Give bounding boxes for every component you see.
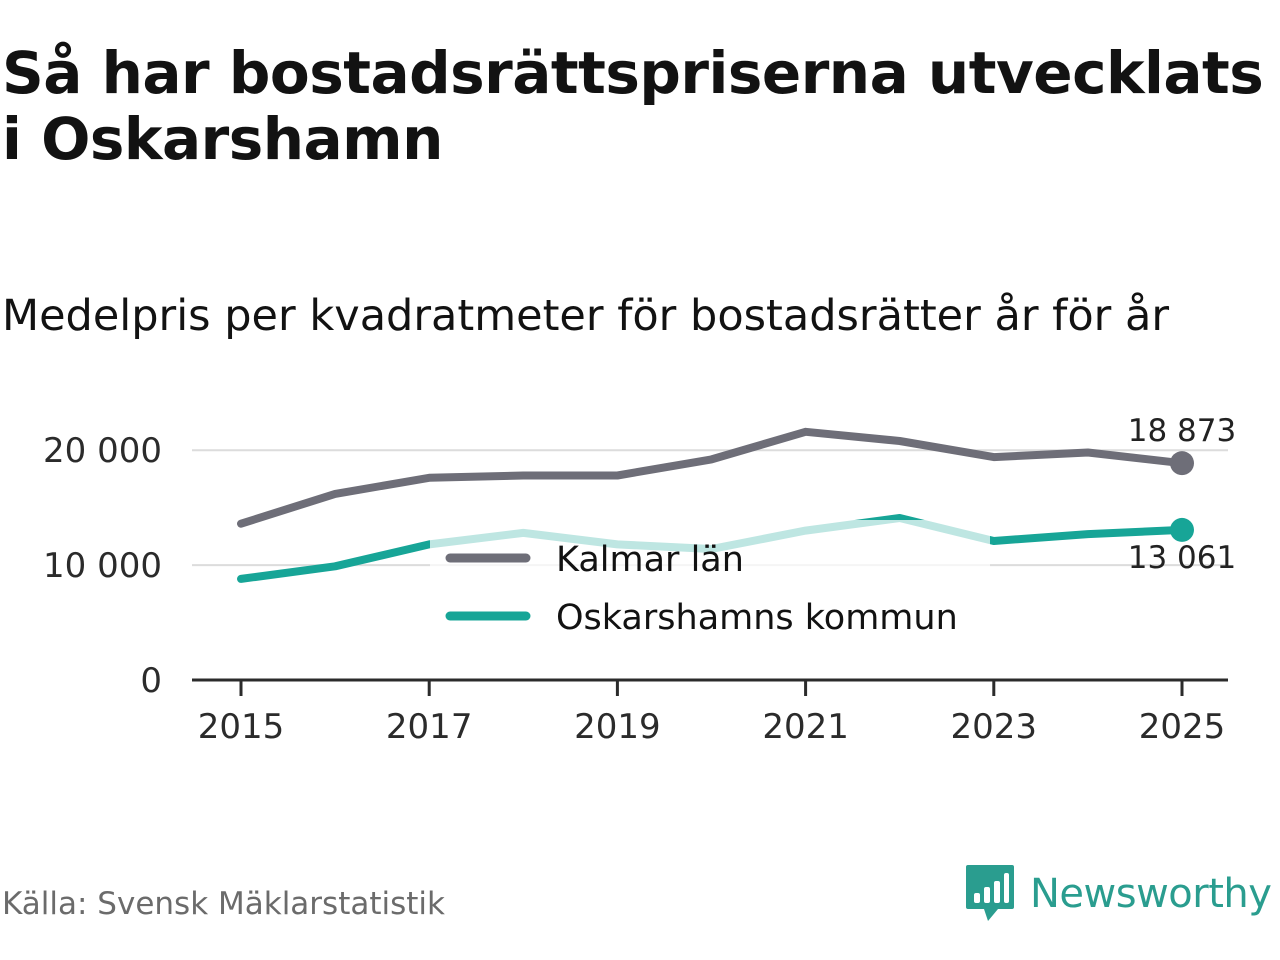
x-tick-label: 2023 xyxy=(951,707,1038,747)
brand-name: Newsworthy xyxy=(1030,871,1272,917)
x-tick-label: 2017 xyxy=(386,707,473,747)
legend-background xyxy=(430,520,990,650)
legend-label: Oskarshamns kommun xyxy=(556,598,958,638)
data-label: 13 061 xyxy=(1128,540,1236,576)
label-layer: 18 873 13 061 xyxy=(1128,413,1236,576)
legend-label: Kalmar län xyxy=(556,540,744,580)
data-label: 18 873 xyxy=(1128,413,1236,449)
newsworthy-logo-icon xyxy=(966,865,1014,921)
legend: Kalmar län Oskarshamns kommun xyxy=(430,520,990,650)
x-tick-label: 2015 xyxy=(198,707,285,747)
x-tick-label: 2025 xyxy=(1139,707,1226,747)
y-tick-label: 10 000 xyxy=(43,546,162,586)
chart-title: Så har bostadsrättspriserna utvecklats i… xyxy=(2,39,1264,173)
source-note: Källa: Svensk Mäklarstatistik xyxy=(2,886,445,922)
brand-logo[interactable]: Newsworthy xyxy=(964,862,1272,926)
chart-subtitle: Medelpris per kvadratmeter för bostadsrä… xyxy=(2,291,1170,341)
x-tick-label: 2021 xyxy=(762,707,849,747)
data-point xyxy=(1170,517,1194,542)
data-point xyxy=(1170,451,1194,476)
series-line-kalmar-lan xyxy=(237,427,1186,528)
x-tick-label: 2019 xyxy=(574,707,661,747)
y-tick-label: 20 000 xyxy=(43,431,162,471)
y-tick-label: 0 xyxy=(140,661,162,701)
axis-layer: 0 10 000 20 000 2015 2017 2019 2021 2023 2025 xyxy=(43,431,1228,747)
